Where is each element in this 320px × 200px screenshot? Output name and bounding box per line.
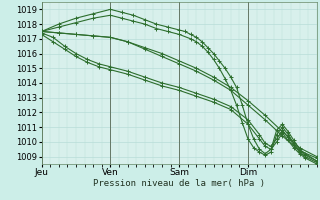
X-axis label: Pression niveau de la mer( hPa ): Pression niveau de la mer( hPa ) (93, 179, 265, 188)
